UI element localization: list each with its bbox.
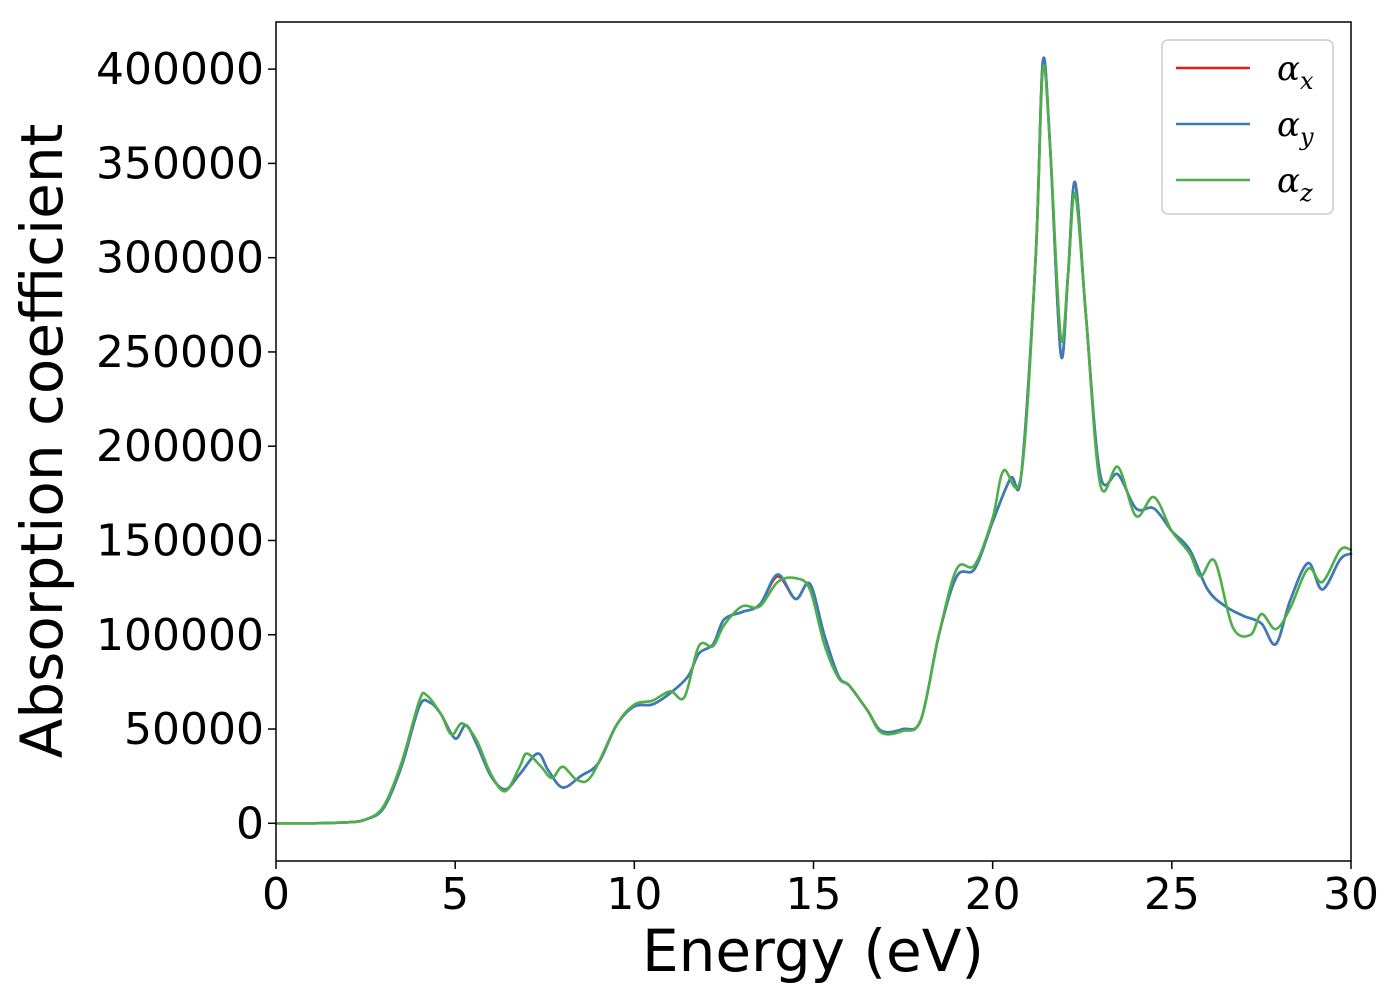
y-tick-label: 50000	[124, 704, 264, 755]
x-axis-label: Energy (eV)	[642, 917, 984, 985]
x-axis: 0 5 10 15 20 25 30	[262, 861, 1379, 920]
y-tick-label: 200000	[96, 421, 264, 472]
series-line-alpha-z	[274, 63, 1353, 825]
y-axis: 0 50000 100000 150000 200000 250000 300000 3500…	[96, 44, 276, 849]
x-tick-label: 20	[965, 869, 1021, 920]
legend-symbol: α	[1277, 161, 1300, 201]
x-tick-label: 5	[441, 869, 469, 920]
y-tick-label: 100000	[96, 610, 264, 661]
legend-subscript: x	[1300, 67, 1314, 95]
y-tick-label: 150000	[96, 515, 264, 566]
y-tick-label: 0	[236, 798, 264, 849]
y-tick-label: 350000	[96, 138, 264, 189]
x-tick-label: 25	[1144, 869, 1200, 920]
series-layer	[274, 56, 1353, 825]
legend-symbol: α	[1277, 105, 1300, 145]
x-tick-label: 30	[1323, 869, 1379, 920]
y-tick-label: 400000	[96, 44, 264, 95]
legend-label-alpha-y: αy	[1277, 105, 1314, 151]
y-tick-label: 300000	[96, 233, 264, 284]
x-tick-label: 0	[262, 869, 290, 920]
legend-label-alpha-z: αz	[1277, 161, 1313, 207]
legend-box	[1161, 39, 1334, 215]
x-tick-label: 15	[786, 869, 842, 920]
y-axis-label: Absorption coefficient	[8, 124, 76, 759]
legend-subscript: y	[1299, 123, 1314, 151]
y-tick-label: 250000	[96, 327, 264, 378]
x-tick-label: 10	[606, 869, 662, 920]
legend-symbol: α	[1277, 49, 1300, 89]
legend-subscript: z	[1299, 179, 1313, 207]
legend-label-alpha-x: αx	[1277, 49, 1314, 95]
